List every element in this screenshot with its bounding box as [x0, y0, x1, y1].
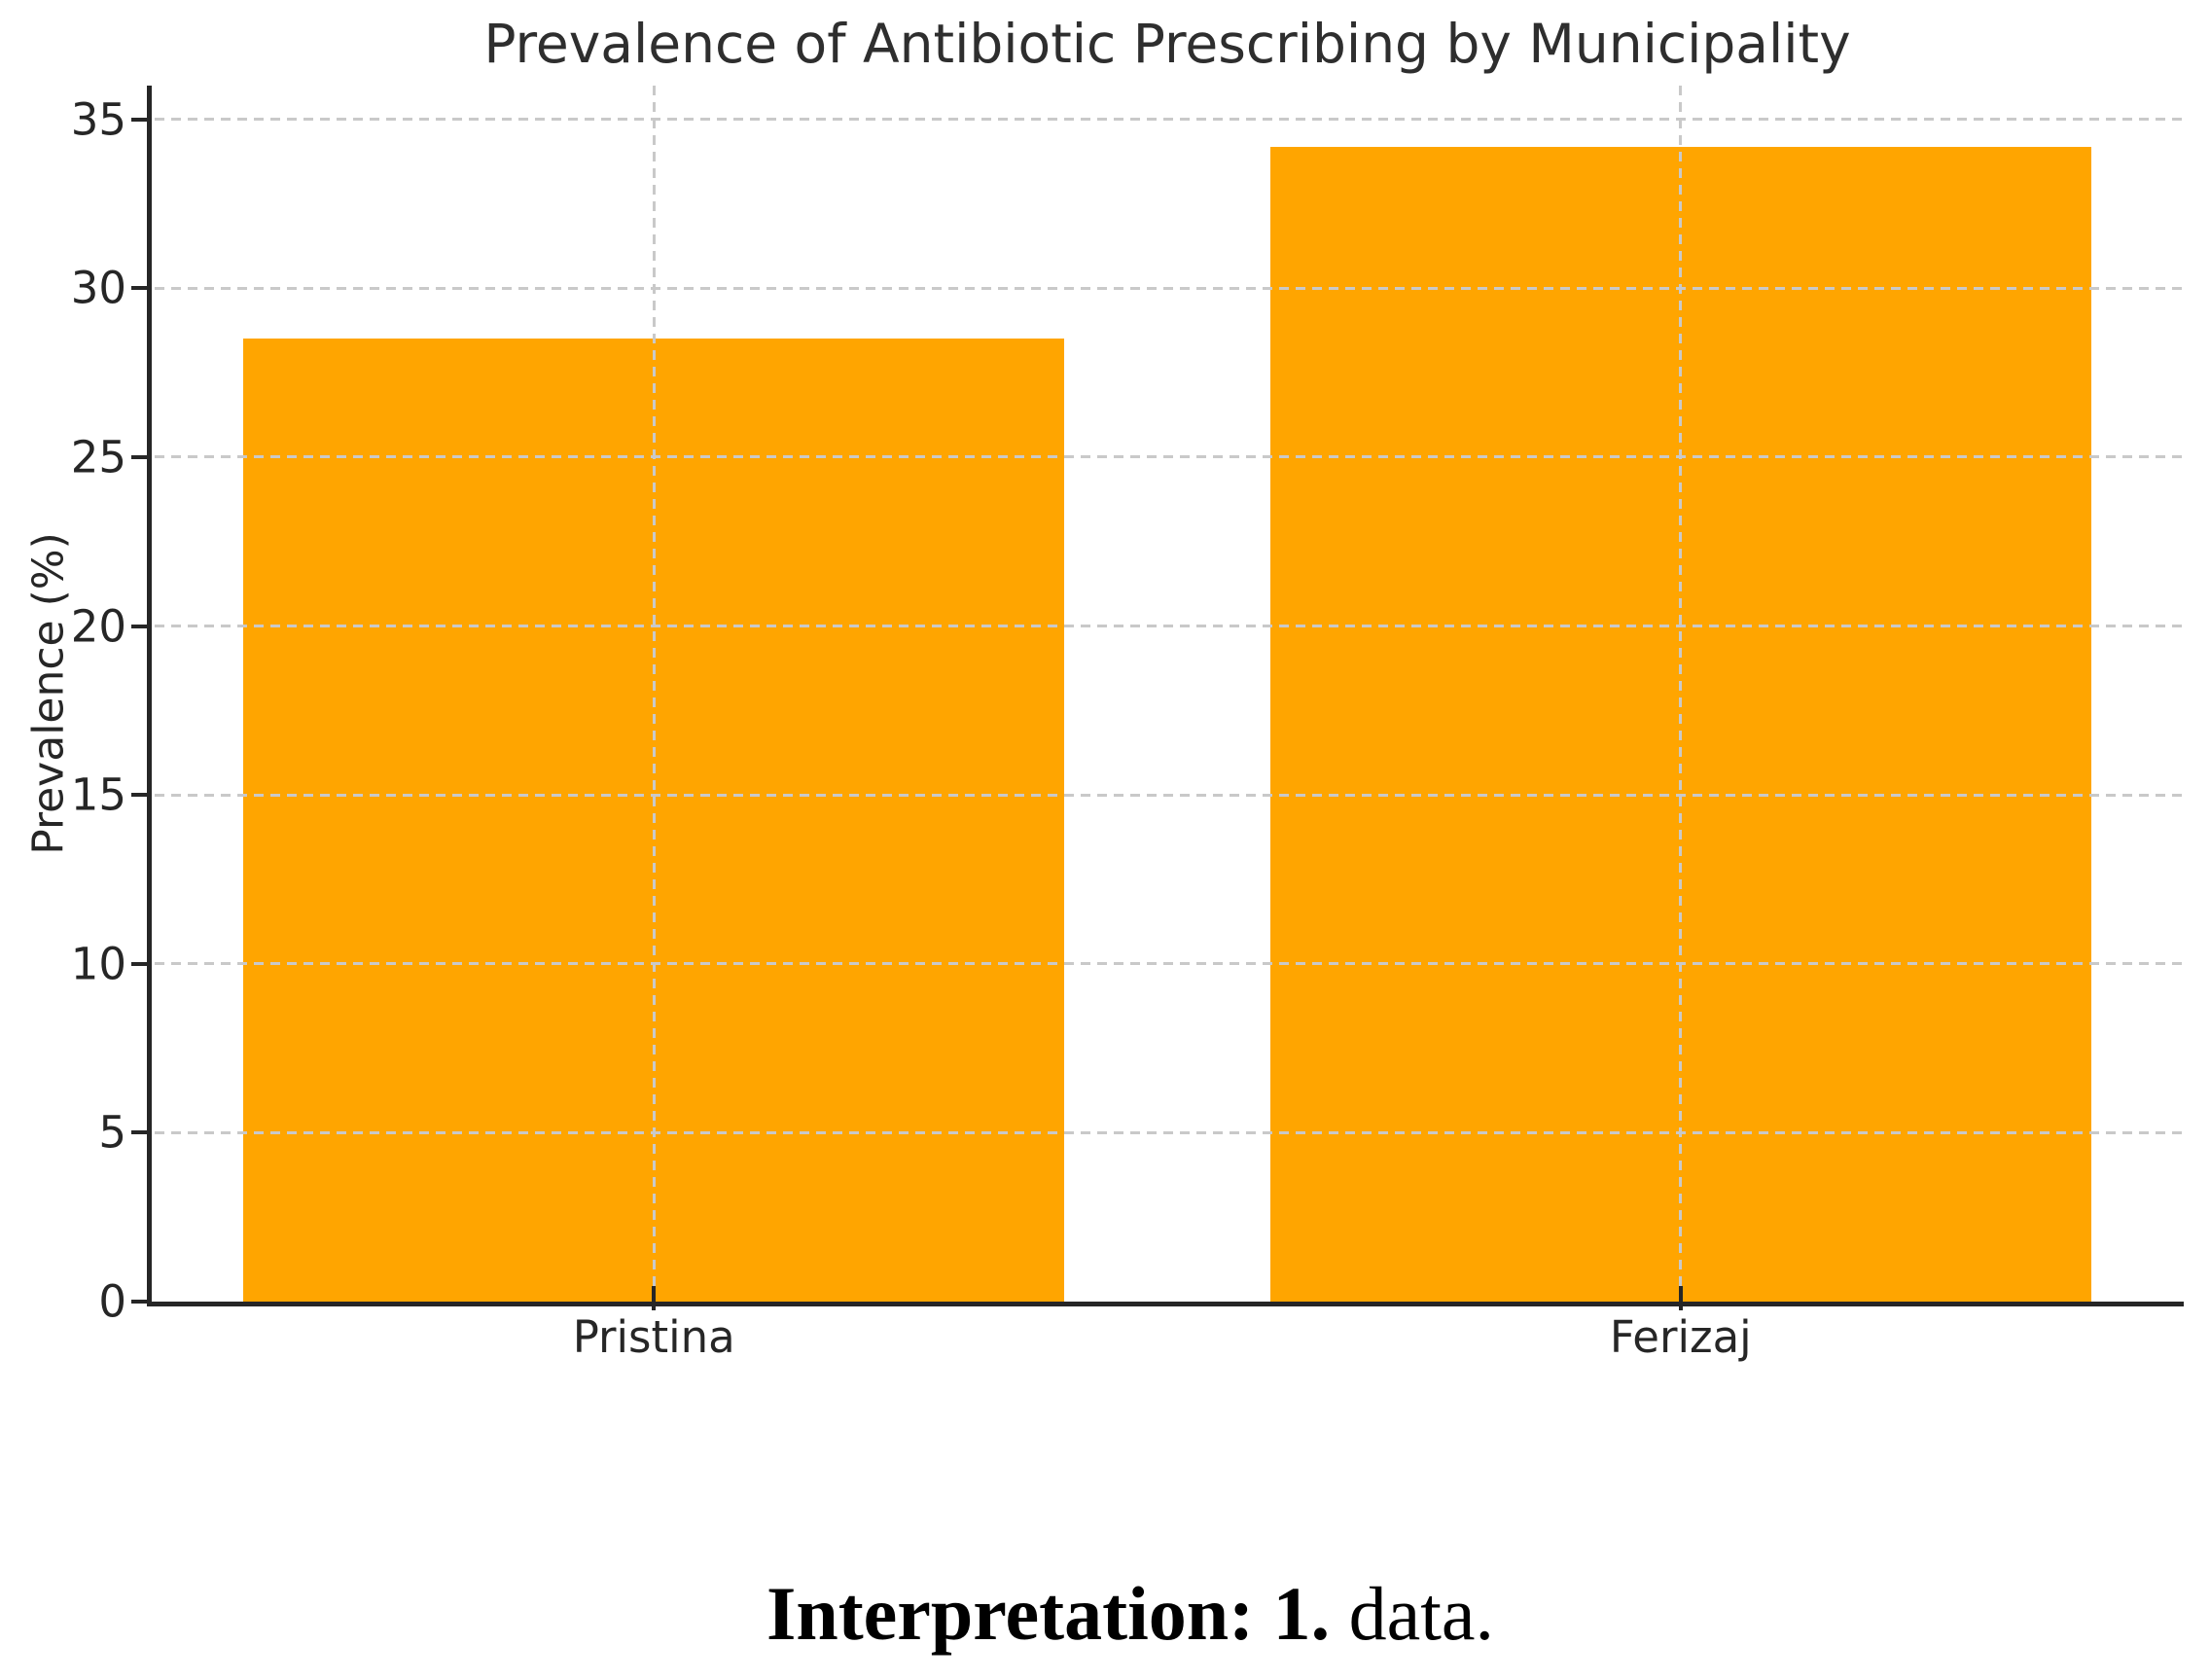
y-tick-mark-15	[131, 793, 148, 798]
y-gridline-15	[155, 793, 2184, 797]
y-tick-label-20: 20	[70, 600, 126, 653]
x-tick-mark-ferizaj	[1678, 1286, 1683, 1310]
x-axis-spine	[147, 1302, 2184, 1306]
caption-bold-text: Interpretation: 1.	[766, 1571, 1331, 1656]
y-tick-mark-30	[131, 286, 148, 291]
y-tick-label-10: 10	[70, 938, 126, 990]
x-gridline-ferizaj	[1679, 86, 1683, 1302]
y-tick-mark-20	[131, 624, 148, 628]
y-tick-mark-5	[131, 1130, 148, 1135]
y-tick-label-0: 0	[98, 1275, 126, 1328]
y-tick-label-35: 35	[70, 93, 126, 146]
y-tick-label-15: 15	[70, 769, 126, 821]
figure-caption: Interpretation: 1. data.	[25, 1572, 2210, 1656]
x-tick-label-pristina: Pristina	[572, 1311, 735, 1363]
y-gridline-10	[155, 962, 2184, 966]
y-tick-label-30: 30	[70, 262, 126, 314]
y-tick-mark-25	[131, 454, 148, 459]
x-gridline-pristina	[652, 86, 656, 1302]
x-tick-mark-pristina	[652, 1286, 657, 1310]
y-gridline-35	[155, 118, 2184, 122]
x-tick-label-ferizaj: Ferizaj	[1609, 1311, 1752, 1363]
chart-title: Prevalence of Antibiotic Prescribing by …	[483, 13, 1851, 75]
y-gridline-20	[155, 625, 2184, 628]
y-gridline-5	[155, 1130, 2184, 1134]
y-tick-mark-0	[131, 1300, 148, 1304]
y-axis-spine	[147, 86, 152, 1306]
y-gridline-25	[155, 455, 2184, 459]
y-tick-label-25: 25	[70, 431, 126, 483]
y-tick-label-5: 5	[98, 1106, 126, 1159]
caption-regular-text: data.	[1330, 1571, 1495, 1656]
y-tick-mark-35	[131, 117, 148, 122]
y-gridline-30	[155, 286, 2184, 290]
y-tick-mark-10	[131, 961, 148, 966]
